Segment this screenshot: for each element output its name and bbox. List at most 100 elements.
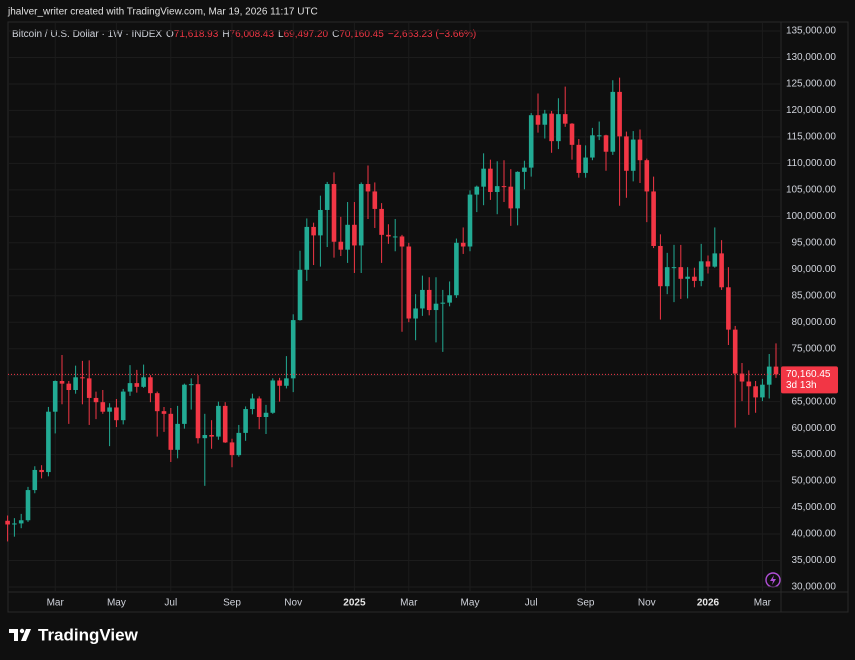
candle-body — [338, 241, 344, 250]
candle-body — [120, 391, 126, 421]
candle-body — [290, 320, 296, 379]
candle-body — [263, 412, 269, 418]
candle-body — [596, 135, 602, 137]
tradingview-logo-icon — [9, 628, 31, 641]
legend-value: 76,008.43 — [230, 29, 275, 40]
x-tick-label: Jul — [525, 598, 538, 609]
candle-body — [352, 224, 357, 246]
candle-body — [311, 226, 316, 236]
candle-body — [209, 435, 214, 437]
legend-value: 70,160.45 — [339, 29, 384, 40]
candle-body — [284, 378, 289, 386]
candle-body — [637, 139, 643, 161]
candle-body — [66, 383, 72, 390]
candle-body — [331, 184, 337, 242]
candle-body — [379, 208, 384, 235]
candle-body — [39, 469, 44, 473]
x-tick-label: May — [107, 598, 126, 609]
candle-body — [52, 380, 58, 412]
candle-body — [386, 234, 391, 237]
candle-body — [481, 168, 486, 187]
x-tick-label: Sep — [223, 598, 241, 609]
legend-key: C — [332, 29, 339, 40]
candle-body — [202, 435, 208, 439]
candle-body — [562, 114, 568, 124]
candle-body — [365, 184, 371, 192]
candle-body — [413, 308, 418, 319]
legend-value: 71,618.93 — [174, 29, 219, 40]
y-tick-label: 90,000.00 — [792, 264, 837, 275]
symbol-title: Bitcoin / U.S. Dollar · 1W · INDEX — [12, 29, 162, 40]
candle-body — [739, 373, 745, 382]
candle-body — [182, 384, 187, 424]
candle-body — [426, 289, 432, 311]
candle-body — [59, 380, 65, 384]
candle-body — [556, 114, 561, 142]
legend-key: L — [278, 29, 284, 40]
y-tick-label: 105,000.00 — [786, 184, 836, 195]
candle-body — [488, 168, 493, 192]
candle-body — [651, 191, 656, 246]
candle-body — [685, 276, 690, 279]
y-tick-label: 85,000.00 — [792, 290, 837, 301]
candle-body — [216, 405, 221, 437]
candle-body — [760, 384, 765, 398]
candle-body — [610, 91, 616, 152]
y-tick-label: 75,000.00 — [792, 343, 837, 354]
axes: 30,000.00 35,000.00 40,000.00 45,000.00 50,0… — [47, 26, 838, 609]
candle-body — [474, 186, 480, 195]
y-tick-label: 40,000.00 — [792, 529, 837, 540]
candle-body — [658, 245, 663, 287]
candle-body — [12, 523, 17, 525]
y-tick-label: 50,000.00 — [792, 476, 837, 487]
y-tick-label: 130,000.00 — [786, 52, 836, 63]
candle-body — [746, 381, 752, 387]
candle-body — [671, 267, 677, 269]
candle-body — [726, 287, 731, 330]
bar-countdown: 3d 13h — [786, 380, 817, 391]
flash-icon-bolt — [770, 575, 776, 585]
candle-body — [617, 91, 622, 137]
candle-body — [114, 407, 119, 421]
candle-body — [100, 402, 106, 412]
candle-body — [583, 157, 588, 173]
candle-body — [188, 384, 194, 386]
candle-body — [698, 261, 704, 281]
candle-body — [433, 303, 439, 311]
candle-body — [18, 520, 24, 524]
candle-body — [664, 267, 670, 287]
candle-body — [93, 397, 99, 403]
candle-body — [229, 442, 235, 456]
x-tick-label: Jul — [164, 598, 177, 609]
candle-body — [467, 194, 473, 247]
candle-body — [358, 184, 364, 246]
y-tick-label: 35,000.00 — [792, 555, 837, 566]
candle-body — [454, 242, 459, 296]
x-tick-label: 2026 — [697, 598, 720, 609]
candle-body — [494, 186, 500, 192]
candle-body — [345, 224, 350, 250]
candle-body — [753, 386, 758, 398]
candle-body — [46, 411, 51, 473]
y-tick-label: 120,000.00 — [786, 105, 836, 116]
candle-body — [406, 246, 412, 319]
x-tick-label: May — [461, 598, 480, 609]
candle-body — [324, 184, 330, 210]
candle-body — [535, 115, 541, 125]
candle-body — [154, 393, 160, 412]
candle-body — [222, 405, 228, 443]
brand-name: TradingView — [38, 625, 139, 644]
candle-body — [501, 186, 507, 188]
candle-body — [766, 366, 772, 385]
candle-body — [80, 377, 85, 379]
last-price-label: 70,160.45 — [786, 369, 831, 380]
candle-body — [73, 377, 78, 390]
candle-body — [576, 144, 582, 173]
candle-body — [148, 377, 153, 394]
candle-body — [243, 409, 248, 433]
candle-body — [107, 407, 112, 412]
candle-body — [549, 113, 554, 142]
candle-body — [678, 267, 684, 279]
candle-body — [460, 242, 466, 247]
y-tick-label: 135,000.00 — [786, 26, 836, 37]
